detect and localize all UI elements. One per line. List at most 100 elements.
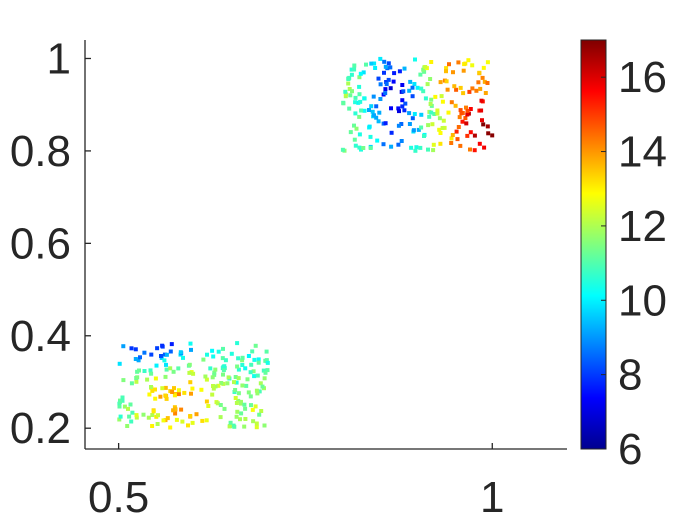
scatter-point xyxy=(470,63,475,68)
scatter-point xyxy=(482,145,487,150)
scatter-point xyxy=(399,139,404,143)
scatter-point xyxy=(373,66,378,70)
scatter-point xyxy=(456,60,461,65)
scatter-point xyxy=(378,97,383,101)
scatter-point xyxy=(126,406,130,411)
scatter-point xyxy=(234,380,239,385)
scatter-point xyxy=(352,67,357,72)
scatter-point xyxy=(169,342,174,347)
scatter-point xyxy=(189,347,193,352)
scatter-point xyxy=(461,68,466,73)
scatter-point xyxy=(382,70,386,75)
scatter-point xyxy=(427,114,432,119)
scatter-point xyxy=(386,77,391,82)
scatter-point xyxy=(186,423,190,428)
scatter-point xyxy=(251,369,256,374)
scatter-point xyxy=(236,398,241,403)
scatter-point xyxy=(383,87,388,92)
scatter-point xyxy=(229,351,234,356)
scatter-point xyxy=(204,377,209,382)
scatter-point xyxy=(438,131,443,135)
scatter-point xyxy=(252,374,257,379)
scatter-point xyxy=(408,79,413,84)
scatter-point xyxy=(206,404,211,408)
scatter-point xyxy=(121,378,126,383)
scatter-point xyxy=(465,112,470,117)
scatter-point xyxy=(254,425,259,430)
colorbar: 6 8 10 12 14 16 xyxy=(580,39,667,474)
scatter-point xyxy=(182,390,187,395)
scatter-point xyxy=(176,392,181,397)
scatter-point xyxy=(374,104,379,109)
scatter-point xyxy=(242,424,247,429)
scatter-point xyxy=(468,107,473,111)
scatter-point xyxy=(343,92,348,97)
scatter-point xyxy=(118,414,123,419)
scatter-point xyxy=(396,142,401,147)
scatter-point xyxy=(164,362,168,367)
scatter-point xyxy=(203,374,208,379)
scatter-point xyxy=(149,385,153,389)
scatter-point xyxy=(378,56,383,61)
scatter-point xyxy=(421,89,426,94)
colorbar-tick-label: 14 xyxy=(618,128,667,177)
scatter-point xyxy=(413,57,417,62)
scatter-point xyxy=(218,403,223,407)
scatter-point xyxy=(468,147,472,152)
scatter-point xyxy=(208,366,213,371)
scatter-point xyxy=(347,87,352,91)
scatter-point xyxy=(401,89,406,94)
scatter-point xyxy=(222,406,227,411)
colorbar-tick-label: 8 xyxy=(618,351,642,400)
scatter-point xyxy=(458,85,463,90)
scatter-point xyxy=(168,425,173,430)
scatter-point xyxy=(223,358,228,363)
scatter-point xyxy=(254,388,259,393)
scatter-point xyxy=(451,70,455,75)
scatter-point xyxy=(362,108,367,113)
x-tick-label: 1 xyxy=(480,473,504,522)
scatter-point xyxy=(429,110,434,115)
scatter-point xyxy=(446,110,451,115)
scatter-point xyxy=(383,121,388,126)
scatter-point xyxy=(145,377,150,382)
scatter-point xyxy=(414,145,419,150)
scatter-point xyxy=(411,128,416,133)
scatter-point xyxy=(153,387,157,392)
scatter-point xyxy=(444,69,448,74)
y-tick-label: 0.2 xyxy=(10,404,71,453)
scatter-point xyxy=(161,418,166,423)
scatter-point xyxy=(253,404,258,409)
scatter-point xyxy=(172,386,176,391)
scatter-point xyxy=(255,391,260,396)
scatter-point xyxy=(461,91,466,96)
scatter-point xyxy=(423,65,428,69)
scatter-point xyxy=(243,417,248,421)
scatter-point xyxy=(437,127,442,132)
scatter-point xyxy=(490,133,495,138)
scatter-point xyxy=(222,364,227,369)
scatter-point xyxy=(151,409,156,414)
scatter-point xyxy=(410,116,415,121)
scatter-point xyxy=(171,369,176,374)
scatter-point xyxy=(168,349,173,354)
scatter-point xyxy=(160,343,165,348)
scatter-point xyxy=(191,371,196,376)
scatter-point xyxy=(372,113,376,118)
scatter-point xyxy=(142,369,147,373)
scatter-point xyxy=(352,123,356,128)
scatter-point xyxy=(120,398,125,403)
scatter-point xyxy=(174,417,179,422)
scatter-point xyxy=(472,133,477,138)
scatter-point xyxy=(423,96,428,101)
scatter-point xyxy=(117,404,122,409)
scatter-point xyxy=(419,86,424,91)
scatter-point xyxy=(122,404,127,409)
scatter-point xyxy=(188,380,193,385)
scatter-point xyxy=(155,346,160,351)
plot-area: 0.20.40.60.81 0.5 1 xyxy=(10,34,567,522)
scatter-point xyxy=(242,402,247,407)
scatter-point xyxy=(392,71,397,76)
scatter-point xyxy=(155,422,160,426)
scatter-point xyxy=(163,374,168,379)
